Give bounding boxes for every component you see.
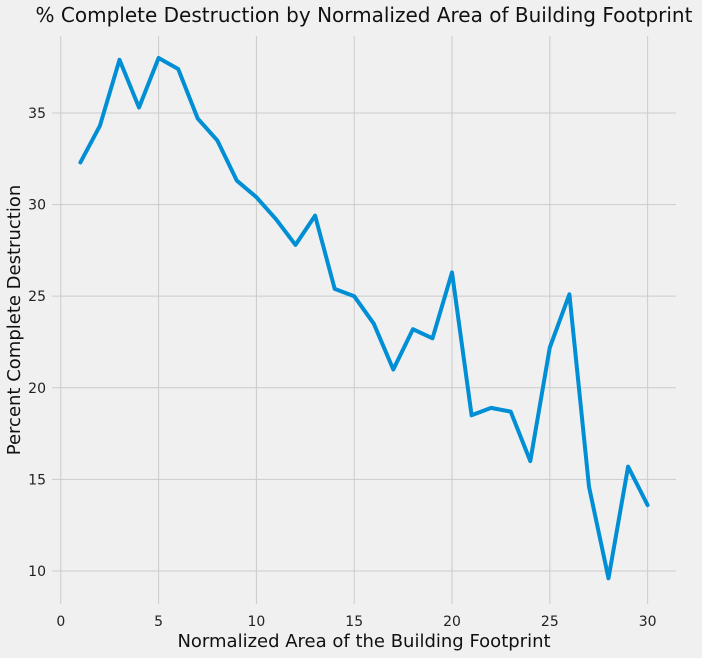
chart-title: % Complete Destruction by Normalized Are… xyxy=(36,3,693,27)
x-tick-label: 20 xyxy=(443,614,461,630)
y-tick-label: 30 xyxy=(28,198,46,214)
x-tick-label: 30 xyxy=(639,614,657,630)
x-axis-label: Normalized Area of the Building Footprin… xyxy=(177,631,550,652)
x-tick-label: 5 xyxy=(154,614,163,630)
x-tick-label: 0 xyxy=(56,614,65,630)
x-tick-label: 15 xyxy=(345,614,363,630)
y-tick-label: 15 xyxy=(28,472,46,488)
y-tick-label: 25 xyxy=(28,289,46,305)
y-tick-label: 20 xyxy=(28,381,46,397)
x-tick-label: 10 xyxy=(247,614,265,630)
x-axis-ticks: 0 5 10 15 20 25 30 xyxy=(56,614,656,630)
y-tick-label: 10 xyxy=(28,564,46,580)
series-points xyxy=(80,57,648,579)
y-axis-ticks: 10 15 20 25 30 35 xyxy=(28,106,46,580)
x-tick-label: 25 xyxy=(541,614,559,630)
y-axis-label: Percent Complete Destruction xyxy=(4,185,25,455)
series-line xyxy=(78,56,650,581)
y-tick-label: 35 xyxy=(28,106,46,122)
grid xyxy=(52,36,676,604)
